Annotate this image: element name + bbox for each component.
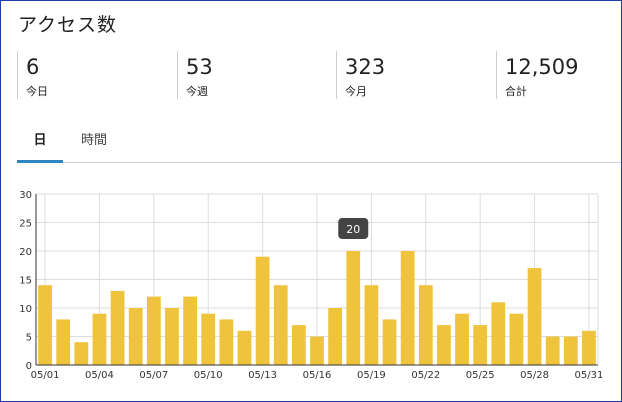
stat-label: 今日 xyxy=(26,85,48,98)
bar-05/17[interactable] xyxy=(328,308,343,365)
y-tick-label: 0 xyxy=(26,361,32,372)
bar-05/16[interactable] xyxy=(310,336,324,366)
x-tick-label: 05/13 xyxy=(248,370,277,381)
bar-05/26[interactable] xyxy=(491,302,506,365)
bar-05/11[interactable] xyxy=(219,319,234,365)
stat-week: 53 今週 xyxy=(177,51,336,99)
bar-05/24[interactable] xyxy=(455,313,469,365)
tab-bar: 日 時間 xyxy=(17,126,621,163)
x-tick-label: 05/04 xyxy=(85,370,114,381)
access-bar-chart: 0 5 10 15 20 25 30 05/01 05/04 05/07 05/10 05/13 05/… xyxy=(19,190,604,381)
bar-05/25[interactable] xyxy=(473,325,488,365)
stat-value: 53 xyxy=(186,55,213,79)
bar-05/23[interactable] xyxy=(437,325,451,365)
bar-05/20[interactable] xyxy=(382,319,397,365)
x-tick-label: 05/07 xyxy=(139,370,168,381)
x-tick-label: 05/19 xyxy=(357,370,386,381)
y-tick-label: 25 xyxy=(19,219,32,230)
bar-05/05[interactable] xyxy=(110,290,125,365)
bar-05/07[interactable] xyxy=(146,296,161,365)
bar-05/28[interactable] xyxy=(527,268,542,365)
bar-05/19[interactable] xyxy=(364,285,379,365)
stat-total: 12,509 合計 xyxy=(496,51,617,99)
bar-05/18[interactable] xyxy=(346,251,361,365)
bar-05/08[interactable] xyxy=(165,308,179,365)
bar-05/15[interactable] xyxy=(291,325,306,365)
y-tick-label: 30 xyxy=(19,190,32,201)
x-tick-label: 05/01 xyxy=(31,370,60,381)
x-tick-label: 05/31 xyxy=(575,370,604,381)
stats-row: 6 今日 53 今週 323 今月 12,509 合計 xyxy=(17,51,617,99)
bar-05/02[interactable] xyxy=(56,319,71,365)
x-tick-label: 05/10 xyxy=(194,370,223,381)
stat-value: 323 xyxy=(345,55,386,79)
bar-05/27[interactable] xyxy=(509,313,524,365)
active-tab-indicator xyxy=(17,160,63,163)
bar-05/12[interactable] xyxy=(237,330,252,365)
stat-month: 323 今月 xyxy=(336,51,495,99)
bar-05/13[interactable] xyxy=(255,256,270,365)
y-tick-label: 20 xyxy=(19,247,32,258)
y-tick-label: 5 xyxy=(26,333,32,344)
stat-today: 6 今日 xyxy=(17,51,176,99)
bar-05/31[interactable] xyxy=(582,330,596,365)
bar-05/03[interactable] xyxy=(74,342,89,365)
bar-05/06[interactable] xyxy=(128,308,143,365)
tooltip-text: 20 xyxy=(346,223,360,236)
y-tick-label: 10 xyxy=(19,304,32,315)
bar-05/09[interactable] xyxy=(183,296,197,365)
page-title: アクセス数 xyxy=(18,14,118,36)
tab-label: 時間 xyxy=(80,133,107,148)
bar-05/22[interactable] xyxy=(418,285,433,365)
stat-label: 合計 xyxy=(505,85,527,98)
stat-value: 6 xyxy=(26,55,40,79)
stat-value: 12,509 xyxy=(505,55,579,79)
tab-day[interactable]: 日 xyxy=(17,126,63,163)
x-tick-label: 05/28 xyxy=(520,370,549,381)
bar-05/29[interactable] xyxy=(545,336,560,366)
bar-05/04[interactable] xyxy=(92,313,107,365)
bar-05/10[interactable] xyxy=(201,313,216,365)
x-tick-label: 05/22 xyxy=(411,370,440,381)
stat-label: 今週 xyxy=(186,85,208,98)
bar-05/30[interactable] xyxy=(563,336,578,366)
bar-05/01[interactable] xyxy=(38,285,52,365)
bar-05/21[interactable] xyxy=(400,251,415,365)
x-tick-label: 05/25 xyxy=(466,370,495,381)
tooltip-box xyxy=(338,218,369,239)
stat-label: 今月 xyxy=(345,85,367,98)
tab-hour[interactable]: 時間 xyxy=(73,126,115,162)
x-tick-label: 05/16 xyxy=(303,370,332,381)
tab-label: 日 xyxy=(33,133,47,148)
y-tick-label: 15 xyxy=(19,276,32,287)
bar-05/14[interactable] xyxy=(273,285,288,365)
